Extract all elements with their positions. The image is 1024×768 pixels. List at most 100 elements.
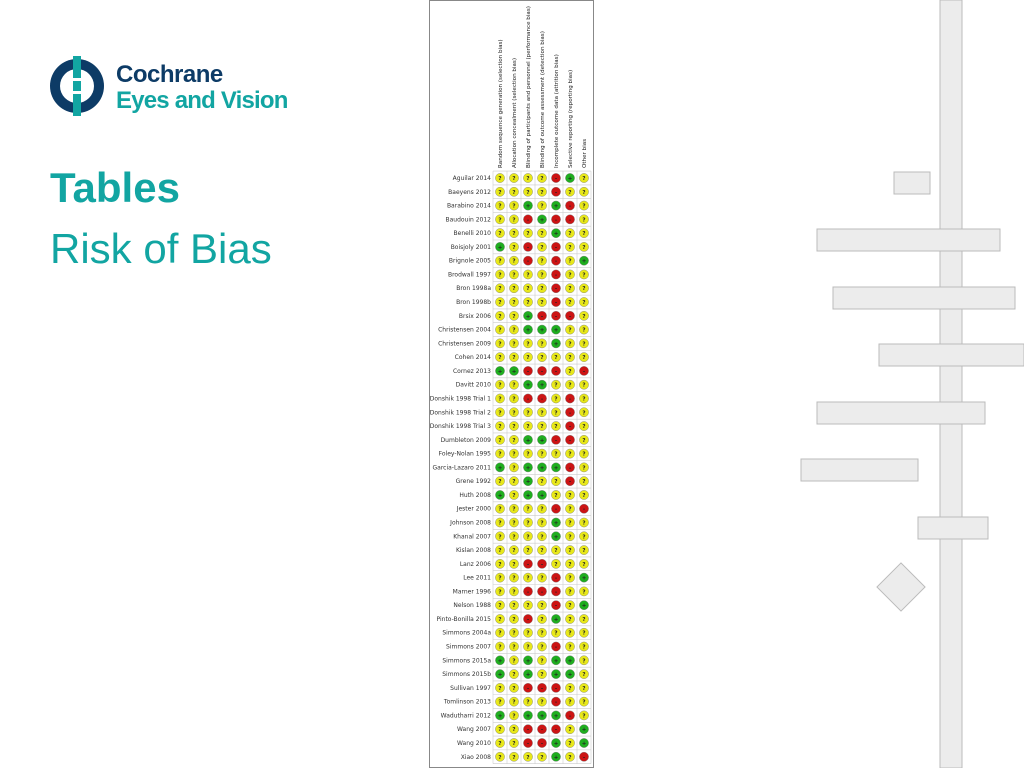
judgement-dot bbox=[509, 228, 519, 238]
judgement-dot bbox=[565, 503, 575, 514]
judgement: ? bbox=[512, 686, 515, 692]
judgement-dot bbox=[565, 421, 575, 431]
judgement-dot bbox=[509, 310, 519, 321]
judgement: + bbox=[582, 259, 587, 265]
judgement-dot bbox=[551, 710, 561, 721]
judgement: ? bbox=[526, 603, 529, 609]
judgement-dot bbox=[579, 393, 589, 404]
judgement: ? bbox=[512, 176, 515, 182]
judgement: ? bbox=[498, 645, 501, 651]
judgement-dot bbox=[579, 627, 589, 638]
judgement-dot bbox=[509, 641, 519, 652]
judgement-dot bbox=[579, 352, 589, 362]
judgement-dot bbox=[551, 242, 561, 252]
judgement: ? bbox=[568, 576, 571, 582]
judgement-dot bbox=[495, 228, 505, 238]
deco-rect bbox=[816, 228, 1001, 252]
judgement-dot bbox=[579, 641, 589, 652]
judgement: ? bbox=[582, 176, 585, 182]
judgement: ? bbox=[582, 493, 585, 499]
judgement: - bbox=[541, 589, 543, 595]
judgement-dot bbox=[523, 448, 533, 459]
judgement-dot bbox=[509, 586, 519, 597]
judgement-dot bbox=[579, 173, 589, 183]
study-label: Brsix 2006 bbox=[459, 313, 491, 320]
judgement: ? bbox=[568, 286, 571, 292]
judgement: + bbox=[540, 438, 545, 444]
judgement-dot bbox=[523, 393, 533, 404]
study-label: Christensen 2009 bbox=[438, 340, 491, 347]
judgement: ? bbox=[540, 631, 543, 637]
judgement-dot bbox=[509, 297, 519, 307]
judgement-dot bbox=[509, 379, 519, 390]
judgement-dot bbox=[537, 669, 547, 679]
judgement: ? bbox=[498, 176, 501, 182]
judgement-dot bbox=[579, 310, 589, 321]
judgement-dot bbox=[565, 531, 575, 542]
judgement: + bbox=[554, 741, 559, 747]
judgement: ? bbox=[512, 410, 515, 416]
judgement: ? bbox=[526, 645, 529, 651]
judgement: - bbox=[569, 410, 571, 416]
judgement-dot bbox=[565, 586, 575, 597]
judgement-dot bbox=[551, 338, 561, 349]
judgement: ? bbox=[498, 259, 501, 265]
judgement-dot bbox=[509, 517, 519, 528]
study-label: Bron 1998b bbox=[456, 299, 491, 306]
judgement-dot bbox=[551, 173, 561, 183]
judgement: - bbox=[527, 562, 529, 568]
judgement-dot bbox=[509, 710, 519, 721]
judgement-dot bbox=[495, 255, 505, 266]
judgement-dot bbox=[523, 421, 533, 431]
column-header: Incomplete outcome data (attrition bias) bbox=[554, 54, 560, 168]
judgement-dot bbox=[551, 379, 561, 390]
judgement: + bbox=[526, 465, 531, 471]
study-label: Aguilar 2014 bbox=[453, 175, 492, 182]
judgement: ? bbox=[512, 700, 515, 706]
judgement: ? bbox=[498, 286, 501, 292]
judgement: + bbox=[540, 328, 545, 334]
deco-rect bbox=[893, 171, 931, 195]
judgement-dot bbox=[565, 407, 575, 418]
judgement: ? bbox=[568, 355, 571, 361]
judgement: ? bbox=[498, 410, 501, 416]
judgement-dot bbox=[509, 352, 519, 362]
judgement: ? bbox=[554, 452, 557, 458]
judgement-dot bbox=[537, 586, 547, 597]
judgement-dot bbox=[565, 352, 575, 362]
judgement: - bbox=[555, 507, 557, 513]
judgement: ? bbox=[568, 452, 571, 458]
judgement-dot bbox=[565, 448, 575, 459]
judgement-dot bbox=[551, 627, 561, 638]
judgement-dot bbox=[523, 269, 533, 280]
judgement-dot bbox=[579, 683, 589, 693]
judgement: ? bbox=[498, 231, 501, 237]
judgement: ? bbox=[582, 314, 585, 320]
judgement: ? bbox=[582, 204, 585, 210]
judgement-dot bbox=[551, 283, 561, 294]
judgement-dot bbox=[495, 669, 505, 679]
judgement: ? bbox=[498, 562, 501, 568]
judgement: ? bbox=[568, 617, 571, 623]
judgement: + bbox=[498, 713, 503, 719]
judgement-dot bbox=[495, 572, 505, 583]
judgement: ? bbox=[568, 741, 571, 747]
judgement-dot bbox=[579, 407, 589, 418]
judgement: ? bbox=[554, 410, 557, 416]
judgement: + bbox=[498, 493, 503, 499]
judgement: + bbox=[498, 245, 503, 251]
judgement: ? bbox=[582, 245, 585, 251]
judgement: + bbox=[568, 658, 573, 664]
judgement: - bbox=[555, 176, 557, 182]
judgement-dot bbox=[495, 600, 505, 610]
study-label: Baudouin 2012 bbox=[445, 216, 491, 223]
study-label: Simmons 2004a bbox=[442, 630, 491, 637]
judgement-dot bbox=[537, 200, 547, 211]
judgement-dot bbox=[495, 751, 505, 762]
judgement: ? bbox=[526, 355, 529, 361]
judgement: ? bbox=[540, 341, 543, 347]
judgement-dot bbox=[509, 627, 519, 638]
judgement-dot bbox=[551, 545, 561, 555]
judgement: ? bbox=[498, 452, 501, 458]
judgement-dot bbox=[523, 297, 533, 307]
